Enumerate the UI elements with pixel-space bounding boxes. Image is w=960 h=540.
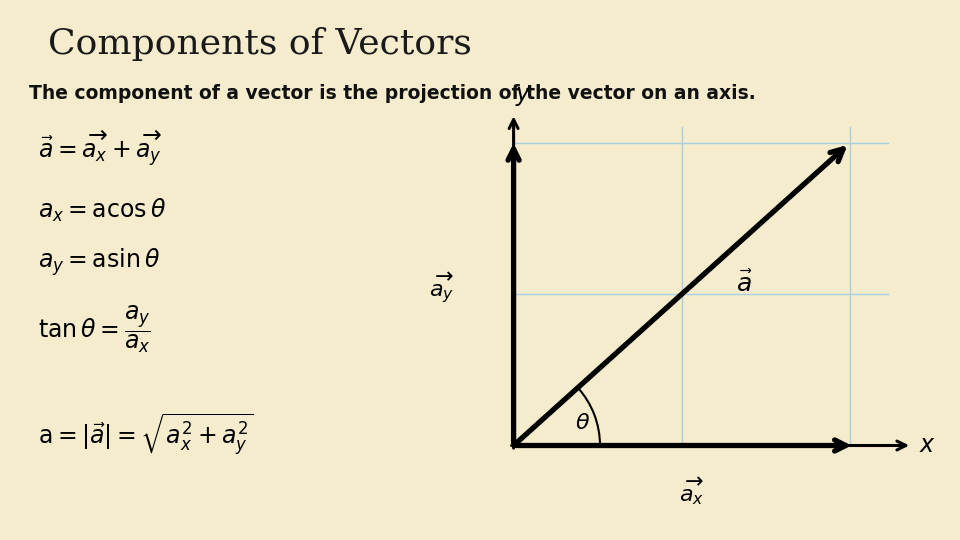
Text: $y$: $y$: [515, 84, 532, 108]
Text: $\mathrm{a} = |\vec{a}| = \sqrt{a_x^2 + a_y^2}$: $\mathrm{a} = |\vec{a}| = \sqrt{a_x^2 + …: [38, 411, 253, 458]
Text: The component of a vector is the projection of the vector on an axis.: The component of a vector is the project…: [29, 84, 756, 103]
Text: $a_y = \mathrm{a}\sin\theta$: $a_y = \mathrm{a}\sin\theta$: [38, 246, 160, 278]
Text: $\theta$: $\theta$: [575, 413, 590, 433]
Text: $\tan\theta = \dfrac{a_y}{a_x}$: $\tan\theta = \dfrac{a_y}{a_x}$: [38, 304, 152, 355]
Text: $\overrightarrow{a_y}$: $\overrightarrow{a_y}$: [429, 272, 454, 306]
Text: $x$: $x$: [919, 434, 935, 457]
Text: Components of Vectors: Components of Vectors: [48, 27, 472, 61]
Text: $\vec{a}$: $\vec{a}$: [735, 271, 753, 296]
Text: $\overrightarrow{a_x}$: $\overrightarrow{a_x}$: [679, 476, 704, 507]
Text: $a_x = \mathrm{a}\cos\theta$: $a_x = \mathrm{a}\cos\theta$: [38, 197, 166, 224]
Text: $\vec{a} = \overrightarrow{a_x} + \overrightarrow{a_y}$: $\vec{a} = \overrightarrow{a_x} + \overr…: [38, 129, 162, 168]
